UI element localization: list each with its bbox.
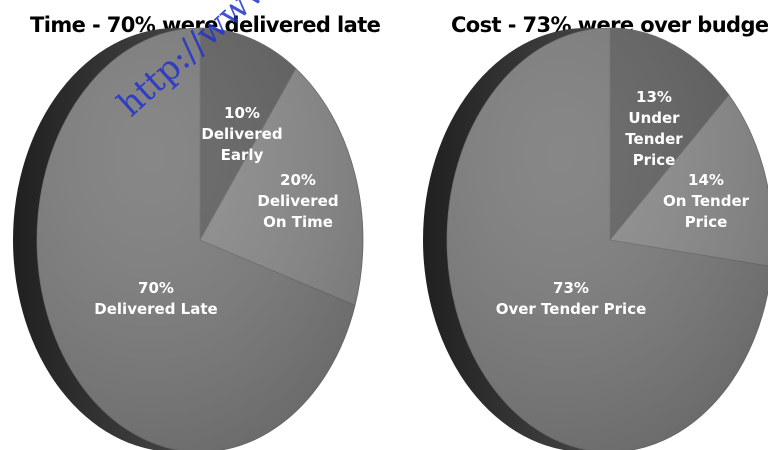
slice-label-line: 73% bbox=[553, 279, 589, 297]
slice-label-line: 20% bbox=[280, 171, 316, 189]
slice-label-line: On Tender bbox=[663, 192, 750, 210]
pie-shading bbox=[37, 28, 363, 450]
slice-label: 13% Under Tender Price bbox=[625, 88, 683, 169]
slice-label: 20% Delivered On Time bbox=[257, 171, 338, 231]
slice-label-line: Price bbox=[685, 213, 728, 231]
slice-label: 70% Delivered Late bbox=[94, 279, 217, 318]
slice-label: 73% Over Tender Price bbox=[496, 279, 647, 318]
slice-label: 10% Delivered Early bbox=[201, 104, 282, 164]
slice-label-line: 13% bbox=[636, 88, 672, 106]
slice-label-line: 14% bbox=[688, 171, 724, 189]
slice-label-line: On Time bbox=[263, 213, 333, 231]
slice-label-line: Early bbox=[221, 146, 264, 164]
slice-label-line: Under bbox=[628, 109, 680, 127]
slice-label-line: 10% bbox=[224, 104, 260, 122]
slice-label-line: Delivered bbox=[201, 125, 282, 143]
slice-label: 14% On Tender Price bbox=[663, 171, 750, 231]
slice-label-line: 70% bbox=[138, 279, 174, 297]
slice-label-line: Delivered bbox=[257, 192, 338, 210]
slice-label-line: Price bbox=[633, 151, 676, 169]
slice-label-line: Tender bbox=[625, 130, 683, 148]
pie-shading bbox=[447, 28, 768, 450]
pie-time: 10% Delivered Early 20% Delivered On Time 70% D… bbox=[13, 27, 364, 450]
slice-label-line: Delivered Late bbox=[94, 300, 217, 318]
pie-cost: 13% Under Tender Price 14% On Tender Price 73% O… bbox=[423, 27, 768, 450]
slice-label-line: Over Tender Price bbox=[496, 300, 647, 318]
